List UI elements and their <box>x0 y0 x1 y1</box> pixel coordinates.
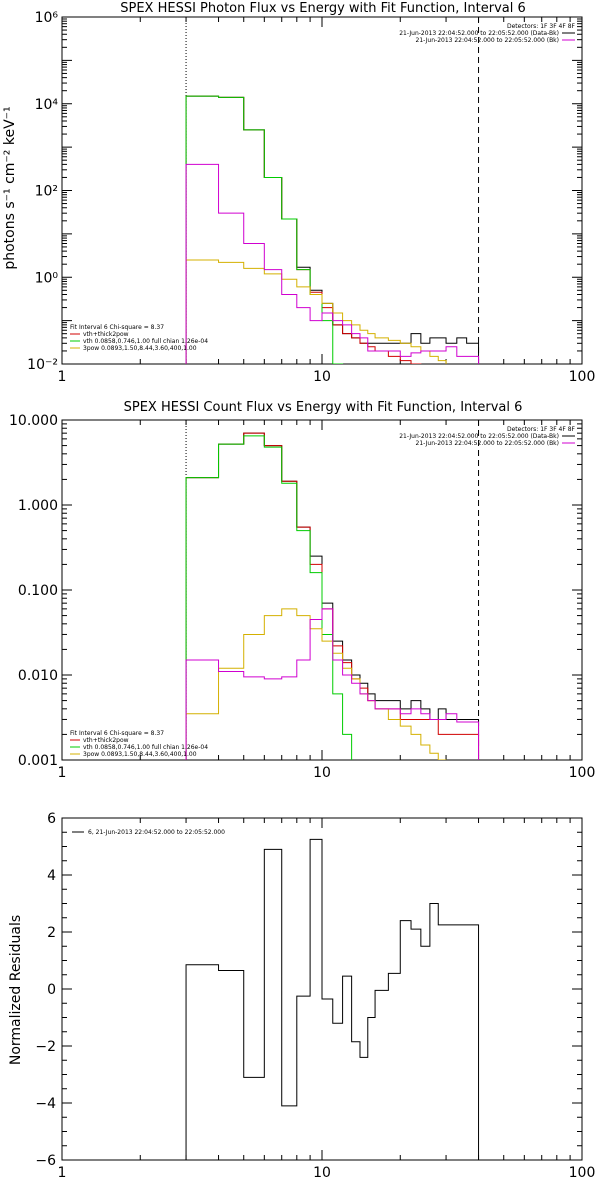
y-tick-label: 10⁰ <box>35 270 59 286</box>
legend-entry: 6, 21-Jun-2013 22:04:52.000 to 22:05:52.… <box>88 829 225 836</box>
legend-bottom-entry: 3pow 0.0893,1.50,8.44,3.60,400,1.00 <box>83 751 197 758</box>
y-tick-label: 10⁻² <box>27 357 58 373</box>
y-tick-label: 6 <box>47 811 56 827</box>
residuals-panel: Normalized Residuals 1 10 100 −6 −4 −2 0 2 4 6 6, … <box>8 811 596 1181</box>
legend-bottom-entry: vth 0.0858,0.746,1.00 full chian 1.26e-0… <box>83 744 208 751</box>
legend-bottom-entry: vth+thick2pow <box>83 331 129 338</box>
y-tick-label: −2 <box>35 1039 56 1055</box>
photon-flux-ylabel: photons s⁻¹ cm⁻² keV⁻¹ <box>2 106 18 269</box>
legend-bottom-entry: Fit Interval 6 Chi-square = 8.37 <box>70 324 164 331</box>
photon-flux-panel: SPEX HESSI Photon Flux vs Energy with Fi… <box>2 1 596 385</box>
x-tick-label: 100 <box>569 1165 596 1181</box>
x-tick-label: 100 <box>569 765 596 781</box>
y-tick-label: −6 <box>35 1153 56 1169</box>
legend-top-entry: 21-Jun-2013 22:04:52.000 to 22:05:52.000… <box>416 440 559 447</box>
y-tick-label: 10.000 <box>9 413 58 429</box>
x-tick-label: 1 <box>58 765 67 781</box>
photon-flux-title: SPEX HESSI Photon Flux vs Energy with Fi… <box>120 1 526 16</box>
y-tick-label: 10⁶ <box>35 10 59 26</box>
series-4-line <box>185 163 480 364</box>
series-4-line <box>185 608 480 760</box>
x-tick-label: 10 <box>313 369 331 385</box>
y-tick-label: −4 <box>35 1096 56 1112</box>
legend-top-entry: Detectors: 1F 3F 4F 8F <box>507 23 576 30</box>
legend-top-entry: 21-Jun-2013 22:04:52.000 to 22:05:52.000… <box>416 37 559 44</box>
y-tick-label: 0 <box>47 982 56 998</box>
series-2-line <box>185 95 344 364</box>
series-2-line <box>185 435 353 760</box>
y-tick-label: 4 <box>47 868 56 884</box>
x-tick-label: 100 <box>569 369 596 385</box>
y-tick-label: 0.100 <box>18 583 58 599</box>
count-flux-title: SPEX HESSI Count Flux vs Energy with Fit… <box>124 400 523 415</box>
series-0-line <box>185 838 480 1160</box>
x-tick-label: 1 <box>58 1165 67 1181</box>
x-tick-label: 10 <box>313 765 331 781</box>
legend-bottom-entry: vth+thick2pow <box>83 737 129 744</box>
series-3-line <box>185 259 447 364</box>
x-tick-label: 10 <box>313 1165 331 1181</box>
y-tick-label: 10² <box>35 184 58 200</box>
y-tick-label: 0.010 <box>18 668 58 684</box>
x-tick-label: 1 <box>58 369 67 385</box>
legend-bottom-entry: Fit Interval 6 Chi-square = 8.37 <box>70 730 164 737</box>
y-tick-label: 1.000 <box>18 498 58 514</box>
legend-top-entry: 21-Jun-2013 22:04:52.000 to 22:05:52.000… <box>399 433 559 440</box>
residuals-ylabel: Normalized Residuals <box>8 915 24 1065</box>
legend-top-entry: 21-Jun-2013 22:04:52.000 to 22:05:52.000… <box>399 30 559 37</box>
count-flux-panel: SPEX HESSI Count Flux vs Energy with Fit… <box>9 400 596 781</box>
y-tick-label: 2 <box>47 925 56 941</box>
legend-top-entry: Detectors: 1F 3F 4F 8F <box>507 426 576 433</box>
legend-bottom-entry: 3pow 0.0893,1.50,8.44,3.60,400,1.00 <box>83 345 197 352</box>
legend-bottom-entry: vth 0.0858,0.746,1.00 full chian 1.26e-0… <box>83 338 208 345</box>
y-tick-label: 10⁴ <box>35 97 59 113</box>
y-tick-label: 0.001 <box>18 753 58 769</box>
